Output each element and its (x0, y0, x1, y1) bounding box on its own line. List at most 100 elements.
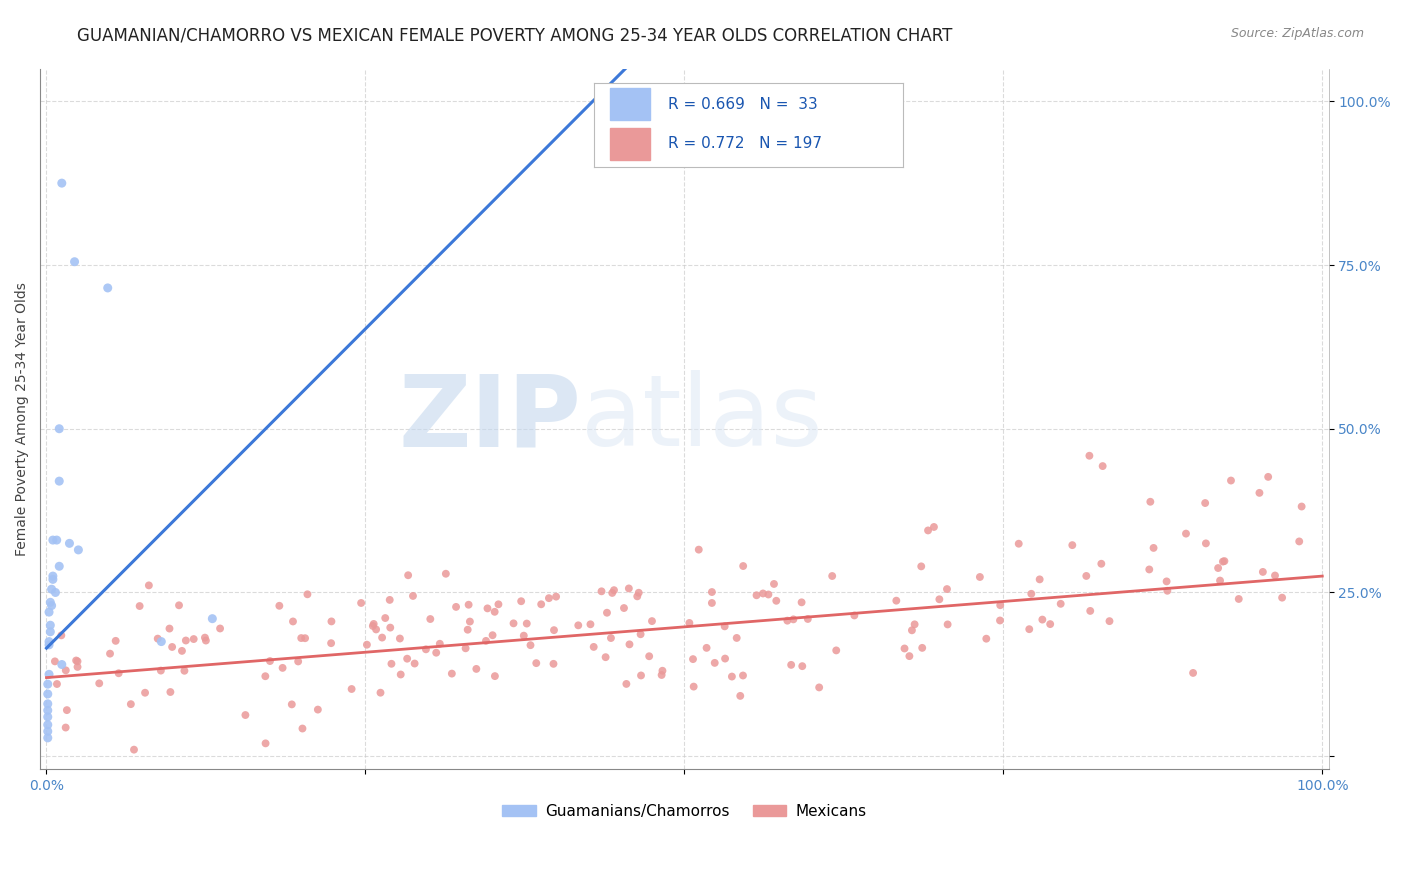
Point (1156, 574, 1178, 589)
Point (56, 703, 79, 717)
Point (37, 731, 59, 745)
Point (38, 605, 60, 619)
Point (1018, 622, 1040, 636)
Point (745, 588, 768, 602)
Point (1049, 597, 1071, 611)
Point (63, 254, 86, 268)
Point (281, 615, 304, 629)
Point (174, 633, 197, 648)
Point (120, 697, 142, 711)
Point (1209, 574, 1232, 588)
Point (55, 721, 77, 735)
Point (546, 590, 568, 604)
Point (682, 680, 704, 694)
Point (1291, 500, 1313, 514)
Point (901, 624, 924, 638)
Point (37, 697, 59, 711)
Point (1090, 557, 1112, 571)
Point (922, 520, 945, 534)
Point (307, 703, 329, 717)
Point (904, 617, 927, 632)
Point (254, 669, 277, 683)
Point (762, 577, 785, 591)
Point (638, 649, 661, 664)
Legend: Guamanians/Chamorros, Mexicans: Guamanians/Chamorros, Mexicans (496, 797, 873, 825)
Point (340, 681, 363, 696)
Point (591, 584, 613, 599)
Point (269, 599, 291, 613)
Point (160, 640, 183, 654)
Point (1139, 495, 1161, 509)
Point (765, 594, 787, 608)
Point (1194, 496, 1216, 510)
Point (48, 559, 70, 574)
Point (290, 631, 312, 645)
Point (419, 612, 441, 626)
Point (752, 586, 775, 600)
Point (66, 660, 89, 674)
Point (579, 617, 602, 632)
Point (1028, 573, 1050, 587)
Point (167, 599, 190, 613)
Point (58, 536, 80, 550)
Point (714, 651, 737, 665)
Point (700, 596, 723, 610)
Point (481, 628, 503, 642)
Point (484, 605, 506, 619)
Point (713, 619, 735, 633)
Point (733, 559, 755, 574)
Point (149, 664, 172, 678)
Point (782, 612, 804, 626)
Point (595, 650, 617, 665)
Point (688, 542, 710, 557)
Point (402, 589, 425, 603)
Point (1091, 459, 1114, 474)
Point (917, 524, 939, 538)
Point (42, 533, 65, 547)
Point (1212, 555, 1234, 569)
Point (51, 628, 73, 642)
Point (1156, 583, 1178, 598)
Point (254, 736, 277, 750)
Point (988, 614, 1011, 628)
Point (38, 634, 60, 648)
Point (641, 614, 664, 628)
Point (1062, 538, 1084, 552)
Point (46, 677, 69, 691)
Point (48, 422, 70, 436)
Point (380, 621, 402, 635)
Point (44, 654, 66, 668)
Point (936, 582, 959, 596)
Point (194, 633, 217, 648)
Point (374, 611, 396, 625)
Point (630, 627, 652, 641)
Point (173, 664, 195, 678)
Point (1288, 534, 1310, 549)
Point (700, 585, 723, 599)
Point (721, 669, 744, 683)
Point (619, 637, 641, 651)
Text: Source: ZipAtlas.com: Source: ZipAtlas.com (1230, 27, 1364, 40)
Point (1264, 568, 1286, 582)
Point (429, 637, 451, 651)
Point (567, 618, 589, 632)
Point (37, 703, 59, 717)
Point (41, 582, 63, 597)
Point (122, 742, 145, 756)
Point (66, 654, 89, 668)
Point (38, 638, 60, 652)
Point (808, 681, 831, 695)
Point (1251, 565, 1274, 579)
Point (380, 657, 402, 671)
Point (294, 631, 316, 645)
Text: GUAMANIAN/CHAMORRO VS MEXICAN FEMALE POVERTY AMONG 25-34 YEAR OLDS CORRELATION C: GUAMANIAN/CHAMORRO VS MEXICAN FEMALE POV… (77, 27, 953, 45)
Point (45, 533, 67, 547)
Point (792, 659, 814, 673)
Point (1271, 591, 1294, 605)
Point (159, 622, 181, 636)
Point (678, 615, 700, 630)
Point (134, 686, 156, 700)
Point (510, 594, 533, 608)
Point (454, 641, 477, 656)
Point (440, 666, 463, 681)
